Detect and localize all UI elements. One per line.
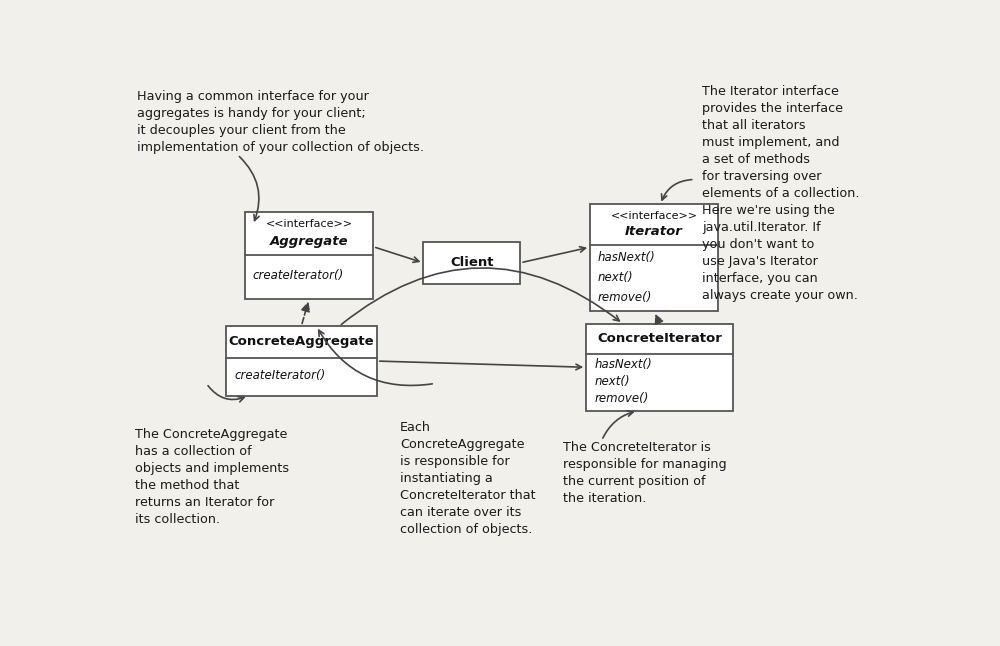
Text: <<interface>>: <<interface>>	[266, 219, 353, 229]
Text: createIterator(): createIterator()	[253, 269, 344, 282]
Text: hasNext(): hasNext()	[598, 251, 655, 264]
FancyBboxPatch shape	[245, 212, 373, 299]
Text: hasNext(): hasNext()	[595, 358, 653, 371]
Text: The ConcreteAggregate
has a collection of
objects and implements
the method that: The ConcreteAggregate has a collection o…	[135, 428, 289, 526]
Text: createIterator(): createIterator()	[235, 369, 326, 382]
Text: The Iterator interface
provides the interface
that all iterators
must implement,: The Iterator interface provides the inte…	[702, 85, 860, 302]
Text: next(): next()	[595, 375, 631, 388]
Text: Iterator: Iterator	[625, 225, 683, 238]
Text: Having a common interface for your
aggregates is handy for your client;
it decou: Having a common interface for your aggre…	[137, 90, 424, 154]
Text: <<interface>>: <<interface>>	[610, 211, 697, 221]
Text: Client: Client	[450, 256, 494, 269]
Text: ConcreteAggregate: ConcreteAggregate	[228, 335, 374, 348]
Text: remove(): remove()	[598, 291, 652, 304]
FancyBboxPatch shape	[226, 326, 377, 396]
Text: The ConcreteIterator is
responsible for managing
the current position of
the ite: The ConcreteIterator is responsible for …	[563, 441, 726, 505]
Text: remove(): remove()	[595, 392, 649, 405]
Text: next(): next()	[598, 271, 633, 284]
Text: ConcreteIterator: ConcreteIterator	[597, 333, 722, 346]
FancyBboxPatch shape	[586, 324, 733, 411]
FancyBboxPatch shape	[423, 242, 520, 284]
Text: Each
ConcreteAggregate
is responsible for
instantiating a
ConcreteIterator that
: Each ConcreteAggregate is responsible fo…	[400, 421, 536, 536]
Text: Aggregate: Aggregate	[270, 235, 348, 248]
FancyBboxPatch shape	[590, 204, 718, 311]
